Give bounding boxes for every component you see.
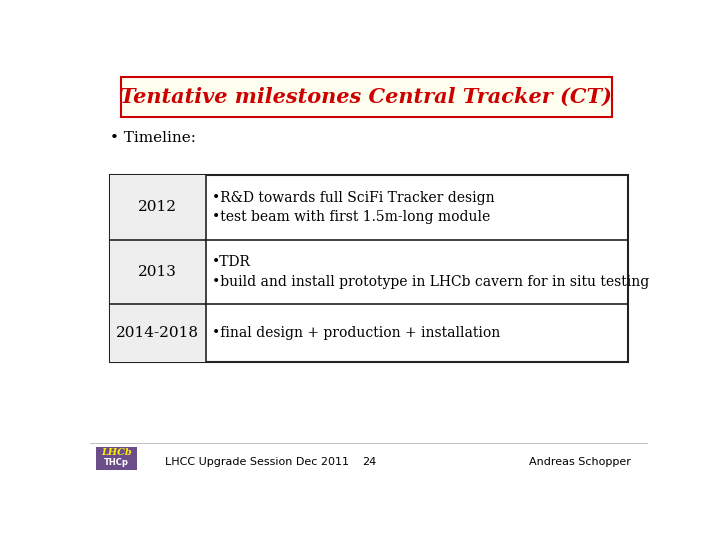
Text: THCp: THCp [104,458,129,467]
Text: 2014-2018: 2014-2018 [116,326,199,340]
Text: 2013: 2013 [138,265,177,279]
Text: 2012: 2012 [138,200,177,214]
Text: Andreas Schopper: Andreas Schopper [529,457,631,467]
Text: • Timeline:: • Timeline: [109,131,196,145]
Text: •final design + production + installation: •final design + production + installatio… [212,326,500,340]
Bar [121,77,612,117]
Text: LHCb: LHCb [102,448,132,457]
Bar [109,175,629,362]
Text: 24: 24 [362,457,376,467]
Bar [109,240,205,304]
Text: LHCC Upgrade Session Dec 2011: LHCC Upgrade Session Dec 2011 [166,457,349,467]
Bar [96,447,138,470]
Text: •R&D towards full SciFi Tracker design
•test beam with first 1.5m-long module: •R&D towards full SciFi Tracker design •… [212,191,495,224]
Bar [109,175,205,240]
Text: Tentative milestones Central Tracker (CT): Tentative milestones Central Tracker (CT… [120,87,612,107]
Bar [109,304,205,362]
Text: •TDR
•build and install prototype in LHCb cavern for in situ testing: •TDR •build and install prototype in LHC… [212,255,649,288]
